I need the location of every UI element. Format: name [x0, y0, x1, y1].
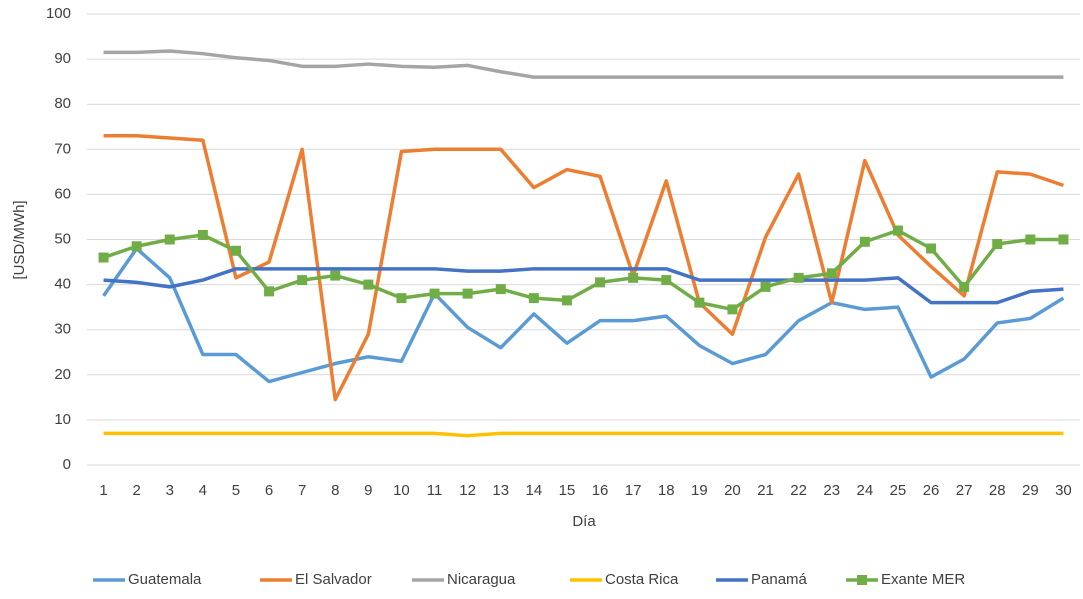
series-line — [103, 134, 1065, 402]
x-tick-label: 30 — [1055, 482, 1072, 499]
x-tick-label: 29 — [1022, 482, 1039, 499]
marker — [230, 245, 241, 256]
legend-label: Exante MER — [881, 571, 965, 588]
marker — [197, 229, 208, 240]
marker — [561, 295, 572, 306]
y-tick-label: 80 — [54, 95, 71, 112]
x-tick-label: 12 — [459, 482, 476, 499]
x-tick-label: 19 — [691, 482, 708, 499]
series-line — [103, 49, 1064, 79]
x-tick-label: 27 — [956, 482, 973, 499]
x-tick-label: 28 — [989, 482, 1006, 499]
marker — [926, 243, 937, 254]
marker — [892, 225, 903, 236]
x-tick-label: 11 — [427, 482, 443, 499]
marker — [429, 288, 440, 299]
x-tick-label: 4 — [199, 482, 207, 499]
y-tick-label: 100 — [46, 5, 71, 22]
marker — [959, 281, 970, 292]
x-tick-label: 21 — [757, 482, 774, 499]
y-tick-label: 40 — [54, 276, 71, 293]
legend-label: Guatemala — [128, 571, 202, 588]
x-tick-label: 15 — [559, 482, 576, 499]
marker — [595, 277, 606, 288]
x-tick-label: 3 — [166, 482, 174, 499]
marker — [1058, 234, 1069, 245]
legend-label: Nicaragua — [447, 571, 516, 588]
x-tick-label: 14 — [526, 482, 543, 499]
y-tick-label: 50 — [54, 230, 71, 247]
x-tick-label: 13 — [492, 482, 509, 499]
series-line — [102, 228, 1064, 312]
legend-label: Panamá — [751, 571, 808, 588]
marker — [1025, 234, 1036, 245]
marker — [330, 270, 341, 281]
y-tick-label: 20 — [54, 366, 71, 383]
x-tick-label: 10 — [393, 482, 410, 499]
y-tick-label: 30 — [54, 321, 71, 338]
x-tick-label: 7 — [298, 482, 306, 499]
y-tick-label: 0 — [63, 456, 71, 473]
marker — [859, 236, 870, 247]
marker — [992, 239, 1003, 250]
series-line — [103, 267, 1064, 305]
marker — [826, 268, 837, 279]
marker — [528, 293, 539, 304]
marker — [297, 275, 308, 286]
x-tick-label: 16 — [592, 482, 609, 499]
x-tick-label: 25 — [890, 482, 907, 499]
x-tick-label: 23 — [823, 482, 840, 499]
x-axis-label: Día — [572, 513, 596, 530]
marker — [793, 272, 804, 283]
y-tick-label: 10 — [54, 411, 71, 428]
marker — [495, 284, 506, 295]
marker — [462, 288, 473, 299]
marker — [661, 275, 672, 286]
marker — [98, 252, 109, 263]
marker — [727, 304, 738, 315]
marker — [164, 234, 175, 245]
series-line — [102, 246, 1065, 384]
x-tick-label: 24 — [857, 482, 874, 499]
x-tick-label: 18 — [658, 482, 675, 499]
y-tick-label: 90 — [54, 50, 71, 67]
x-tick-label: 2 — [132, 482, 140, 499]
x-tick-label: 6 — [265, 482, 273, 499]
y-tick-label: 60 — [54, 185, 71, 202]
x-tick-label: 9 — [364, 482, 372, 499]
marker — [694, 297, 705, 308]
x-tick-label: 1 — [99, 482, 107, 499]
legend-label: El Salvador — [295, 571, 372, 588]
x-tick-label: 22 — [790, 482, 807, 499]
series-line — [103, 431, 1064, 438]
x-tick-label: 17 — [625, 482, 642, 499]
marker — [760, 281, 771, 292]
marker — [396, 293, 407, 304]
x-tick-label: 8 — [331, 482, 339, 499]
marker — [628, 272, 639, 283]
x-tick-label: 26 — [923, 482, 940, 499]
legend-marker — [857, 575, 867, 585]
x-tick-label: 20 — [724, 482, 741, 499]
marker — [264, 286, 275, 297]
marker — [363, 279, 374, 290]
marker — [131, 241, 142, 252]
y-axis-label: [USD/MWh] — [11, 200, 28, 279]
x-tick-label: 5 — [232, 482, 240, 499]
legend-label: Costa Rica — [605, 571, 679, 588]
y-tick-label: 70 — [54, 140, 71, 157]
